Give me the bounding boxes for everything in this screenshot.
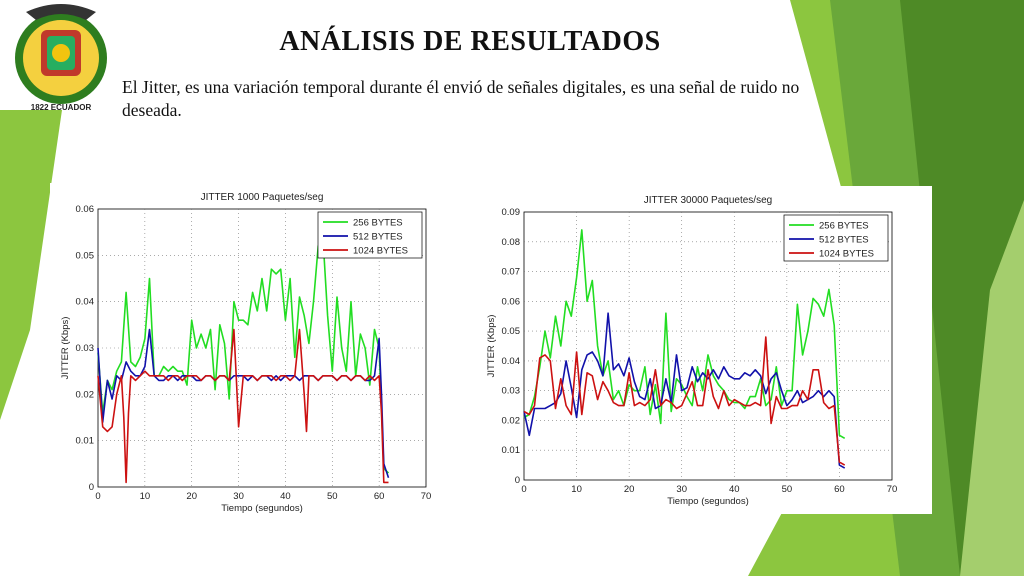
- legend-label: 1024 BYTES: [819, 249, 874, 260]
- x-tick-label: 30: [233, 491, 244, 502]
- x-tick-label: 40: [729, 484, 740, 495]
- legend-label: 256 BYTES: [353, 218, 403, 229]
- x-tick-label: 20: [624, 484, 635, 495]
- x-tick-label: 10: [571, 484, 582, 495]
- university-logo: 1822 ECUADOR: [15, 4, 107, 112]
- x-tick-label: 60: [374, 491, 385, 502]
- jitter-chart-1000-svg: 0 10 20 30 40 50 60 70 0 0.01 0.02 0.03 0.04 0.05 0.06…: [60, 192, 432, 513]
- x-tick-label: 70: [421, 491, 432, 502]
- legend-label: 512 BYTES: [353, 232, 403, 243]
- slide-body-text: El Jitter, es una variación temporal dur…: [122, 77, 800, 120]
- y-tick-label: 0.04: [502, 356, 521, 367]
- x-axis-label: Tiempo (segundos): [667, 496, 749, 507]
- series-line-256-bytes: [523, 229, 846, 439]
- x-tick-label: 20: [186, 491, 197, 502]
- y-tick-label: 0.08: [502, 237, 521, 248]
- series-line-1024-bytes: [97, 328, 389, 484]
- x-tick-label: 10: [140, 491, 151, 502]
- y-axis-label: JITTER (Kbps): [486, 315, 497, 378]
- y-tick-label: 0.06: [76, 204, 95, 215]
- x-tick-label: 70: [887, 484, 898, 495]
- x-tick-label: 50: [327, 491, 338, 502]
- logo-text: 1822 ECUADOR: [31, 103, 92, 112]
- jitter-chart-1000: 0 10 20 30 40 50 60 70 0 0.01 0.02 0.03 0.04 0.05 0.06…: [50, 183, 476, 513]
- y-tick-label: 0.01: [76, 436, 95, 447]
- y-tick-label: 0.03: [76, 343, 95, 354]
- y-tick-label: 0.01: [502, 445, 521, 456]
- y-tick-label: 0.02: [502, 415, 521, 426]
- y-tick-label: 0: [89, 482, 94, 493]
- y-tick-label: 0.02: [76, 389, 95, 400]
- y-tick-label: 0.03: [502, 386, 521, 397]
- y-tick-label: 0.07: [502, 267, 521, 278]
- x-tick-label: 30: [676, 484, 687, 495]
- y-axis-label: JITTER (Kbps): [60, 317, 71, 380]
- jitter-chart-30000-svg: 0 10 20 30 40 50 60 70 0 0.01 0.02 0.03 0.04 0.05 0.06…: [486, 195, 898, 507]
- chart-title: JITTER 1000 Paquetes/seg: [201, 192, 324, 203]
- x-tick-label: 0: [95, 491, 100, 502]
- legend-label: 512 BYTES: [819, 235, 869, 246]
- y-tick-label: 0: [515, 475, 520, 486]
- slide-title: ANÁLISIS DE RESULTADOS: [279, 26, 661, 57]
- x-tick-label: 60: [834, 484, 845, 495]
- x-tick-label: 40: [280, 491, 291, 502]
- legend-label: 256 BYTES: [819, 221, 869, 232]
- series-line-512-bytes: [523, 312, 846, 469]
- y-tick-label: 0.09: [502, 207, 521, 218]
- jitter-chart-30000: 0 10 20 30 40 50 60 70 0 0.01 0.02 0.03 0.04 0.05 0.06…: [484, 186, 932, 514]
- series-line-256-bytes: [97, 235, 390, 474]
- y-tick-label: 0.05: [502, 326, 521, 337]
- chart-title: JITTER 30000 Paquetes/seg: [644, 195, 772, 206]
- x-tick-label: 0: [521, 484, 526, 495]
- legend-label: 1024 BYTES: [353, 246, 408, 257]
- y-tick-label: 0.05: [76, 250, 95, 261]
- right-pale-green-band: [960, 200, 1024, 576]
- series-line-1024-bytes: [523, 336, 846, 466]
- y-tick-label: 0.06: [502, 296, 521, 307]
- x-tick-label: 50: [782, 484, 793, 495]
- x-axis-label: Tiempo (segundos): [221, 503, 303, 513]
- y-tick-label: 0.04: [76, 297, 95, 308]
- left-green-band: [0, 110, 62, 420]
